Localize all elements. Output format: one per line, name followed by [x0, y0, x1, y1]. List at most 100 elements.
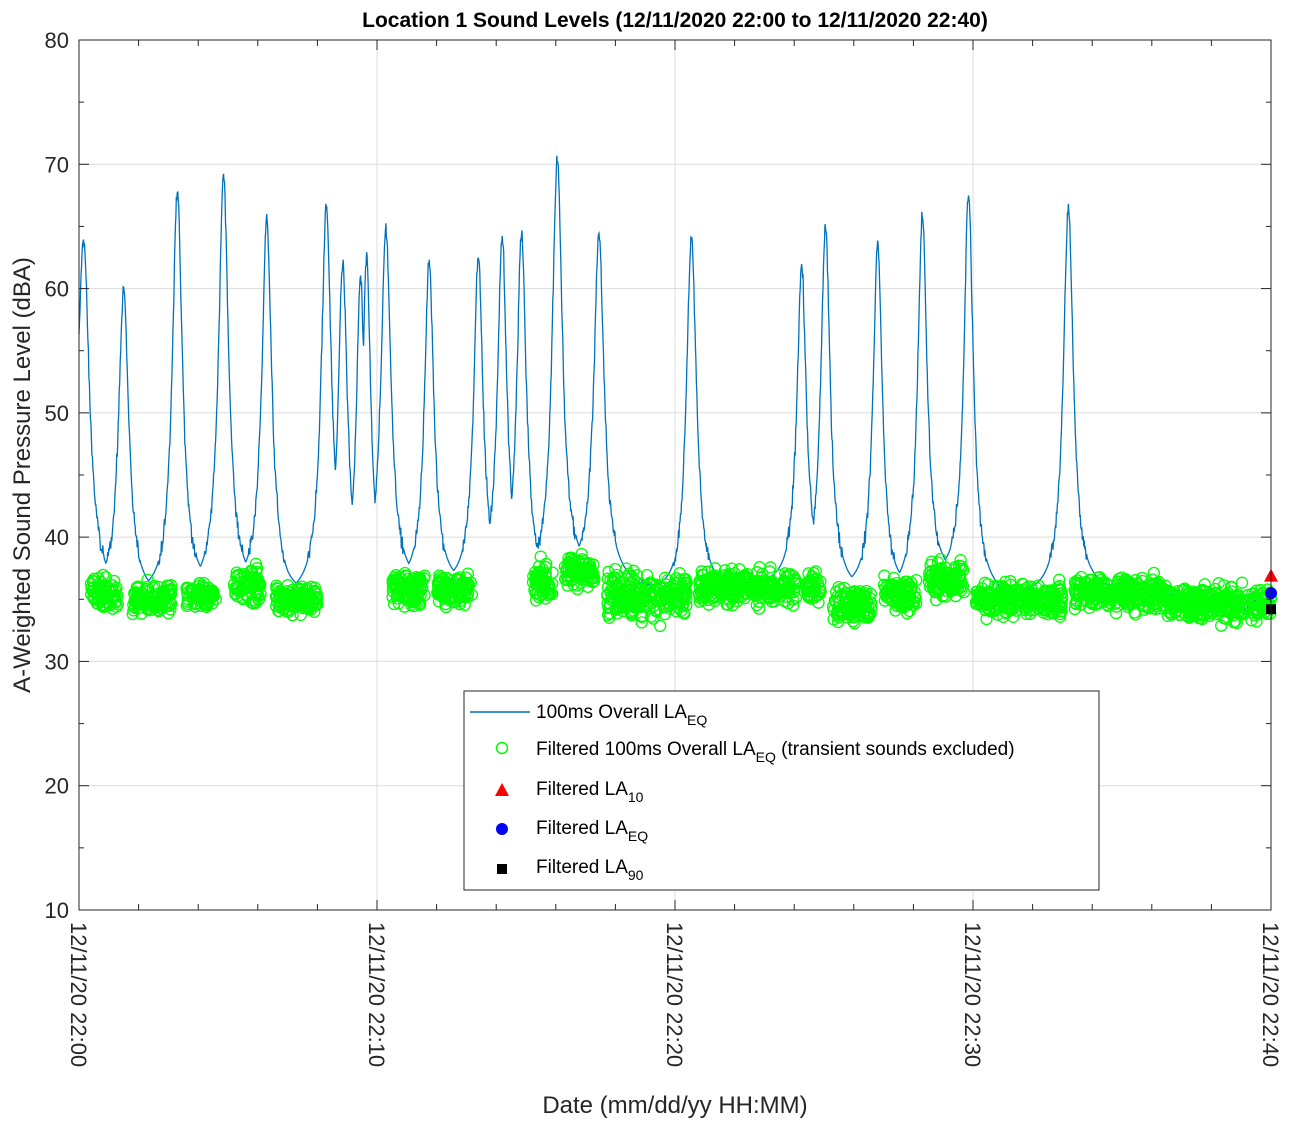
filtered-laeq-point — [1053, 579, 1066, 593]
filtered-laeq-point — [654, 619, 667, 633]
filtered-laeq-point — [396, 590, 409, 603]
filtered-laeq-point — [127, 604, 140, 617]
filtered-laeq-point — [1186, 602, 1199, 615]
filtered-laeq-point — [161, 584, 175, 597]
filtered-laeq-point — [1011, 587, 1024, 601]
filtered-laeq-point — [98, 600, 111, 613]
filtered-laeq-point — [980, 601, 994, 614]
filtered-laeq-point — [805, 585, 818, 598]
filtered-laeq-point — [198, 598, 211, 611]
filtered-laeq-point — [786, 593, 800, 606]
filtered-laeq-point — [638, 585, 652, 598]
filtered-laeq-point — [752, 602, 766, 615]
filtered-laeq-point — [281, 579, 294, 592]
filtered-laeq-point — [129, 592, 142, 606]
filtered-laeq-point — [1121, 600, 1134, 613]
filtered-laeq-point — [227, 578, 241, 591]
filtered-laeq-point — [270, 591, 283, 604]
filtered-laeq-point — [803, 579, 817, 592]
filtered-laeq-point — [731, 594, 744, 608]
filtered-laeq-point — [604, 587, 617, 600]
filtered-laeq-point — [464, 576, 477, 589]
filtered-laeq-point — [664, 593, 677, 606]
filtered-laeq-point — [445, 591, 459, 604]
filtered-laeq-point — [1195, 583, 1209, 597]
filtered-laeq-point — [581, 565, 594, 578]
filtered-laeq-point — [87, 575, 100, 588]
filtered-laeq-point — [644, 576, 657, 589]
filtered-laeq-point — [903, 589, 917, 602]
filtered-laeq-point — [438, 583, 451, 597]
y-tick-label: 30 — [45, 649, 69, 674]
filtered-laeq-point — [1038, 594, 1051, 607]
filtered-laeq-point — [943, 577, 956, 590]
filtered-laeq-point — [99, 571, 113, 584]
filtered-laeq-point — [1235, 576, 1249, 589]
filtered-laeq-point — [754, 583, 767, 597]
filtered-laeq-point — [647, 599, 660, 613]
filtered-laeq-point — [904, 576, 918, 589]
filtered-laeq-point — [577, 554, 591, 568]
filtered-laeq-point — [239, 588, 253, 601]
filtered-laeq-point — [603, 611, 616, 624]
filtered-laeq-point — [307, 593, 320, 606]
filtered-laeq-point — [1086, 597, 1099, 611]
filtered-laeq-point — [181, 595, 194, 608]
filtered-laeq-point — [1133, 592, 1146, 606]
x-tick-labels: 12/11/20 22:00 12/11/20 22:10 12/11/20 22:… — [66, 922, 1283, 1067]
filtered-laeq-point — [1153, 595, 1167, 608]
filtered-laeq-point — [679, 572, 692, 586]
filtered-laeq-point — [1246, 605, 1259, 619]
filtered-laeq-point — [100, 591, 114, 604]
y-axis-title: A-Weighted Sound Pressure Level (dBA) — [9, 257, 36, 693]
filtered-laeq-point — [1020, 588, 1034, 602]
filtered-laeq-point — [586, 576, 599, 589]
legend-box — [463, 690, 1100, 891]
filtered-laeq-point — [657, 597, 670, 611]
filtered-laeq-point — [1193, 603, 1206, 616]
filtered-laeq-point — [724, 595, 737, 608]
filtered-laeq-point — [806, 577, 819, 590]
filtered-laeq-point — [836, 608, 849, 622]
y-tick-label: 70 — [45, 152, 69, 177]
legend-label-la10: Filtered LA10 — [536, 779, 644, 805]
x-tick-label: 12/11/20 22:00 — [66, 922, 91, 1067]
filtered-laeq-point — [714, 575, 727, 588]
raw-series-layer — [78, 155, 1272, 612]
filtered-laeq-point — [583, 557, 596, 570]
filtered-laeq-point — [1223, 605, 1237, 618]
filtered-laeq-point — [94, 592, 108, 605]
filtered-laeq-point — [886, 593, 899, 606]
filtered-laeq-point — [566, 558, 579, 571]
filtered-laeq-point — [781, 571, 794, 584]
filtered-laeq-point — [625, 600, 639, 613]
filtered-laeq-point — [228, 581, 241, 595]
filtered-laeq-point — [846, 591, 859, 604]
filtered-laeq-point — [148, 579, 161, 592]
filtered-laeq-point — [406, 595, 419, 609]
filtered-laeq-point — [110, 600, 123, 613]
filtered-laeq-point — [414, 584, 427, 597]
filtered-laeq-point — [85, 581, 98, 595]
x-tick-label: 12/11/20 22:20 — [662, 922, 687, 1067]
filtered-laeq-point — [1107, 586, 1120, 599]
filtered-laeq-point — [1173, 596, 1186, 610]
filtered-laeq-point — [896, 597, 910, 610]
filtered-laeq-point — [465, 588, 479, 601]
filtered-laeq-point — [1236, 605, 1249, 619]
legend-label-la90: Filtered LA90 — [536, 857, 644, 883]
filtered-laeq-point — [889, 604, 902, 617]
filtered-laeq-point — [614, 576, 627, 590]
filtered-laeq-point — [408, 593, 421, 607]
filtered-laeq-point — [1070, 594, 1083, 607]
filtered-laeq-point — [1109, 607, 1123, 620]
legend-square-swatch — [497, 864, 507, 874]
legend-label-raw: 100ms Overall LAEQ — [536, 702, 707, 728]
x-axis-title: Date (mm/dd/yy HH:MM) — [542, 1092, 807, 1119]
filtered-laeq-point — [1215, 619, 1228, 632]
filtered-laeq-point — [625, 569, 638, 583]
filtered-laeq-point — [1098, 589, 1111, 602]
filtered-laeq-point — [1249, 590, 1262, 603]
filtered-laeq-point — [230, 566, 243, 579]
filtered-laeq-point — [944, 584, 958, 598]
